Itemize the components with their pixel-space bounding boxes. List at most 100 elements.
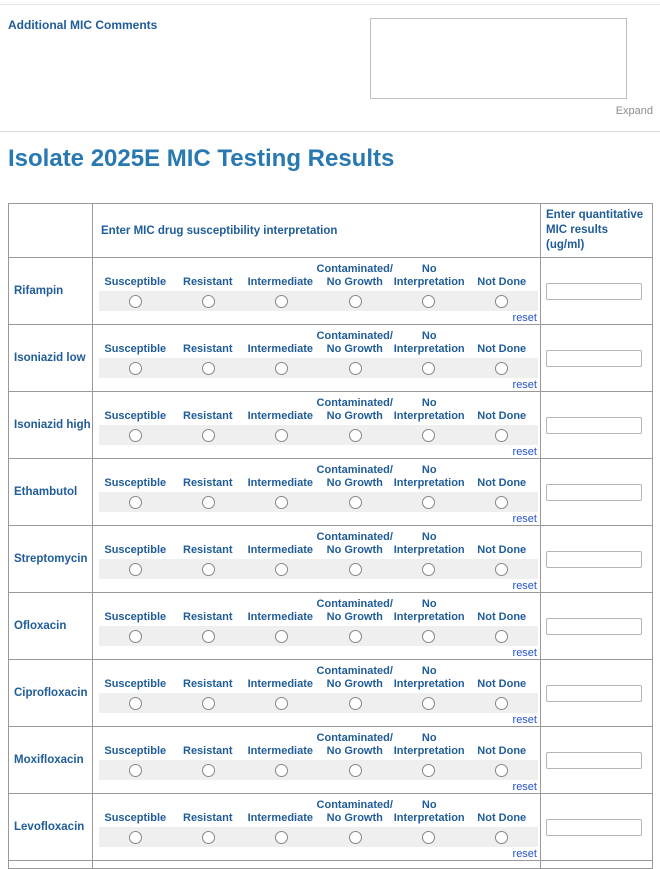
option-label-line2: Not Done bbox=[477, 544, 527, 556]
radio-susceptible[interactable] bbox=[129, 495, 143, 509]
radio-not-done[interactable] bbox=[494, 428, 508, 442]
radio-no-interpretation[interactable] bbox=[421, 763, 435, 777]
radio-contaminated-no-growth[interactable] bbox=[348, 696, 362, 710]
radio-no-interpretation[interactable] bbox=[421, 696, 435, 710]
radio-resistant[interactable] bbox=[202, 294, 216, 308]
radio-resistant[interactable] bbox=[202, 763, 216, 777]
mic-result-input[interactable] bbox=[546, 685, 642, 703]
radio-not-done[interactable] bbox=[494, 629, 508, 643]
radio-resistant[interactable] bbox=[202, 428, 216, 442]
reset-link[interactable]: reset bbox=[512, 580, 537, 592]
radio-not-done[interactable] bbox=[494, 495, 508, 509]
radio-intermediate[interactable] bbox=[275, 428, 289, 442]
reset-link[interactable]: reset bbox=[512, 513, 537, 525]
mic-result-input[interactable] bbox=[546, 350, 642, 368]
option-label-line2: Not Done bbox=[477, 343, 527, 355]
mic-result-input[interactable] bbox=[546, 618, 642, 636]
radio-contaminated-no-growth[interactable] bbox=[348, 629, 362, 643]
drug-row: Moxifloxacin Susceptible Resistant Interme… bbox=[8, 726, 653, 794]
radio-intermediate[interactable] bbox=[275, 696, 289, 710]
reset-row: reset bbox=[99, 445, 538, 458]
radio-susceptible[interactable] bbox=[129, 562, 143, 576]
radio-contaminated-no-growth[interactable] bbox=[348, 294, 362, 308]
radio-susceptible[interactable] bbox=[129, 629, 143, 643]
radio-no-interpretation[interactable] bbox=[421, 629, 435, 643]
option-label-intermediate: Intermediate bbox=[244, 799, 317, 825]
radio-intermediate[interactable] bbox=[275, 495, 289, 509]
option-label-line2: Resistant bbox=[183, 276, 233, 288]
reset-link[interactable]: reset bbox=[512, 781, 537, 793]
option-label-line2: No Growth bbox=[326, 544, 383, 556]
reset-link[interactable]: reset bbox=[512, 848, 537, 860]
reset-link[interactable]: reset bbox=[512, 379, 537, 391]
option-label-resistant: Resistant bbox=[172, 732, 245, 758]
radio-resistant[interactable] bbox=[202, 629, 216, 643]
radio-not-done[interactable] bbox=[494, 763, 508, 777]
option-label-line2: Interpretation bbox=[393, 477, 465, 489]
additional-mic-comments-textarea[interactable] bbox=[370, 18, 627, 99]
radio-contaminated-no-growth[interactable] bbox=[348, 562, 362, 576]
radio-susceptible[interactable] bbox=[129, 696, 143, 710]
radio-no-interpretation[interactable] bbox=[421, 830, 435, 844]
radio-susceptible[interactable] bbox=[129, 428, 143, 442]
radio-susceptible[interactable] bbox=[129, 763, 143, 777]
mic-result-input[interactable] bbox=[546, 752, 642, 770]
option-label-line2: Resistant bbox=[183, 410, 233, 422]
quantitative-cell bbox=[540, 659, 653, 727]
radio-contaminated-no-growth[interactable] bbox=[348, 428, 362, 442]
mic-table-body: Rifampin Susceptible Resistant Intermediat… bbox=[8, 257, 653, 869]
radio-resistant[interactable] bbox=[202, 361, 216, 375]
radio-not-done[interactable] bbox=[494, 562, 508, 576]
radio-intermediate[interactable] bbox=[275, 830, 289, 844]
radio-susceptible[interactable] bbox=[129, 830, 143, 844]
option-label-no-interpretation: No Interpretation bbox=[393, 799, 466, 825]
option-label-line2: Interpretation bbox=[393, 745, 465, 757]
radio-no-interpretation[interactable] bbox=[421, 495, 435, 509]
radio-intermediate[interactable] bbox=[275, 629, 289, 643]
option-label-no-interpretation: No Interpretation bbox=[393, 397, 466, 423]
radio-not-done[interactable] bbox=[494, 696, 508, 710]
radio-susceptible[interactable] bbox=[129, 294, 143, 308]
radio-not-done[interactable] bbox=[494, 830, 508, 844]
reset-link[interactable]: reset bbox=[512, 647, 537, 659]
drug-row: Isoniazid high Susceptible Resistant Inter… bbox=[8, 391, 653, 459]
reset-link[interactable]: reset bbox=[512, 312, 537, 324]
option-label-susceptible: Susceptible bbox=[99, 330, 172, 356]
reset-link[interactable]: reset bbox=[512, 446, 537, 458]
mic-result-input[interactable] bbox=[546, 484, 642, 502]
reset-link[interactable]: reset bbox=[512, 714, 537, 726]
radio-no-interpretation[interactable] bbox=[421, 562, 435, 576]
radio-intermediate[interactable] bbox=[275, 361, 289, 375]
radio-intermediate[interactable] bbox=[275, 763, 289, 777]
option-label-contaminated-no-growth: Contaminated/No Growth bbox=[317, 799, 393, 825]
option-label-not-done: Not Done bbox=[465, 598, 538, 624]
radio-no-interpretation[interactable] bbox=[421, 361, 435, 375]
radio-no-interpretation[interactable] bbox=[421, 428, 435, 442]
radio-contaminated-no-growth[interactable] bbox=[348, 495, 362, 509]
radio-resistant[interactable] bbox=[202, 562, 216, 576]
option-label-resistant: Resistant bbox=[172, 799, 245, 825]
radio-no-interpretation[interactable] bbox=[421, 294, 435, 308]
radio-intermediate[interactable] bbox=[275, 562, 289, 576]
mic-result-input[interactable] bbox=[546, 417, 642, 435]
radio-contaminated-no-growth[interactable] bbox=[348, 763, 362, 777]
radio-not-done[interactable] bbox=[494, 294, 508, 308]
radio-contaminated-no-growth[interactable] bbox=[348, 361, 362, 375]
radio-resistant[interactable] bbox=[202, 696, 216, 710]
radio-not-done[interactable] bbox=[494, 361, 508, 375]
radio-susceptible[interactable] bbox=[129, 361, 143, 375]
option-label-line2: Interpretation bbox=[393, 410, 465, 422]
radio-intermediate[interactable] bbox=[275, 294, 289, 308]
radio-resistant[interactable] bbox=[202, 830, 216, 844]
option-label-intermediate: Intermediate bbox=[244, 598, 317, 624]
radio-resistant[interactable] bbox=[202, 495, 216, 509]
mic-result-input[interactable] bbox=[546, 819, 642, 837]
option-label-line2: Intermediate bbox=[247, 611, 313, 623]
mic-result-input[interactable] bbox=[546, 283, 642, 301]
expand-link[interactable]: Expand bbox=[615, 105, 653, 117]
radio-contaminated-no-growth[interactable] bbox=[348, 830, 362, 844]
drug-row: Ofloxacin Susceptible Resistant Intermedia… bbox=[8, 592, 653, 660]
mic-result-input[interactable] bbox=[546, 551, 642, 569]
option-labels-row: Susceptible Resistant Intermediate Contamin… bbox=[99, 397, 538, 423]
reset-row: reset bbox=[99, 713, 538, 726]
